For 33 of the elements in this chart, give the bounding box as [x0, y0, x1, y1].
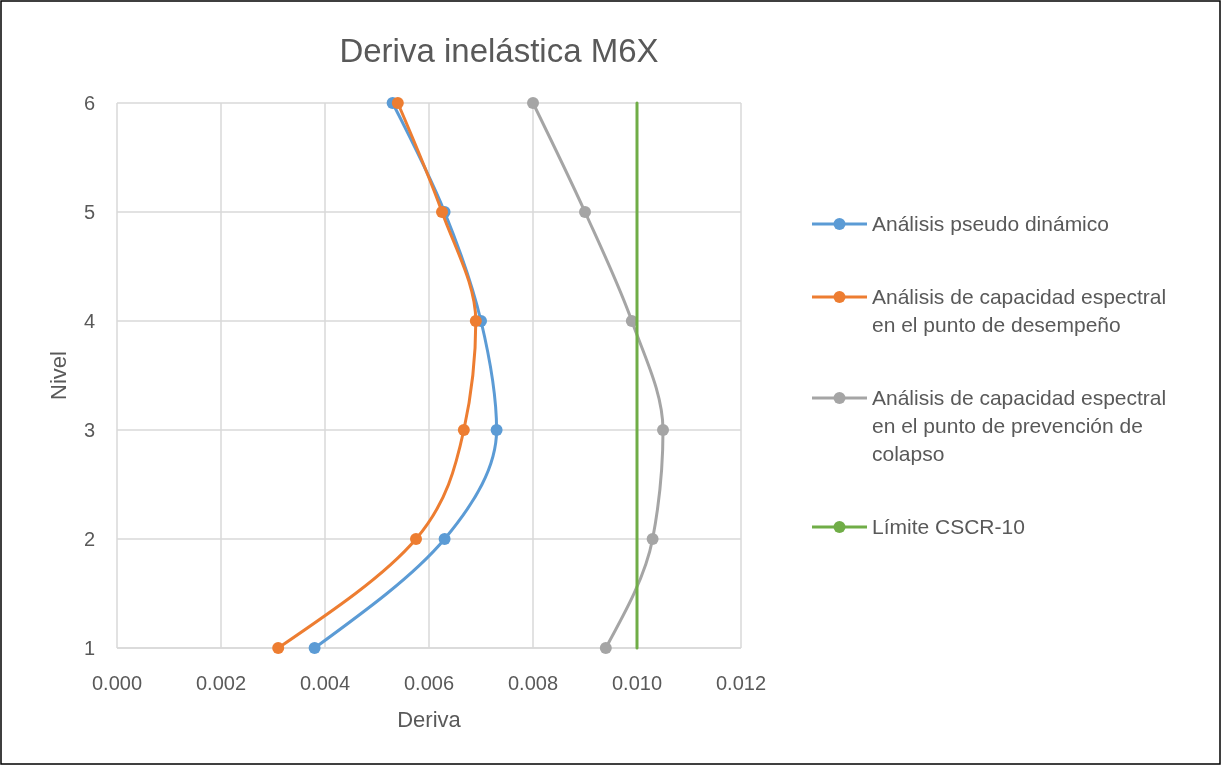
- legend-label: Análisis de capacidad espectral en el punto de prevención de colapso: [872, 386, 1167, 465]
- x-tick-label: 0.006: [403, 672, 455, 694]
- point: [469, 315, 482, 327]
- point: [646, 533, 659, 545]
- point: [308, 642, 321, 654]
- x-tick-label: 0.010: [611, 672, 663, 694]
- y-tick-label: 5: [83, 201, 95, 223]
- legend-label: Límite CSCR-10: [872, 515, 1025, 538]
- legend-label: Análisis pseudo dinámico: [872, 212, 1109, 235]
- point: [457, 424, 470, 436]
- y-axis-title: Nivel: [46, 351, 71, 400]
- y-tick-label: 2: [83, 528, 95, 550]
- point: [579, 206, 591, 218]
- y-tick-label: 6: [83, 92, 95, 114]
- x-axis-title: Deriva: [397, 707, 462, 732]
- point: [527, 97, 539, 109]
- legend-label: Análisis de capacidad espectral en el punto de desempeño: [872, 285, 1167, 336]
- point: [272, 642, 285, 654]
- point: [410, 533, 422, 545]
- y-tick-label: 1: [83, 637, 95, 659]
- y-tick-label: 4: [83, 310, 95, 332]
- y-tick-label: 3: [83, 419, 95, 441]
- x-tick-label: 0.004: [299, 672, 351, 694]
- x-tick-label: 0.000: [91, 672, 143, 694]
- x-tick-label: 0.012: [715, 672, 767, 694]
- chart-title: Deriva inelástica M6X: [339, 32, 659, 69]
- point: [599, 642, 612, 654]
- x-tick-label: 0.002: [195, 672, 247, 694]
- point: [490, 424, 503, 436]
- point: [438, 533, 451, 545]
- point: [657, 424, 669, 436]
- point: [391, 97, 404, 109]
- x-tick-label: 0.008: [507, 672, 559, 694]
